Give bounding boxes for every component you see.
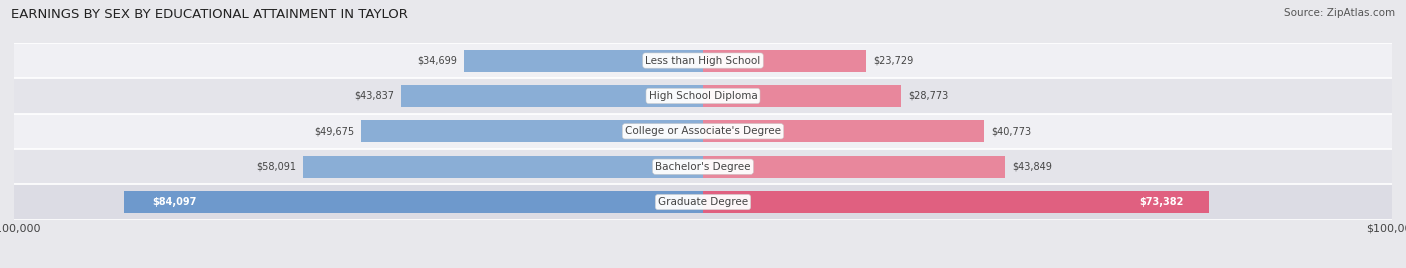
Text: $49,675: $49,675 xyxy=(314,126,354,136)
Bar xyxy=(703,85,901,107)
Text: Bachelor's Degree: Bachelor's Degree xyxy=(655,162,751,172)
Text: Source: ZipAtlas.com: Source: ZipAtlas.com xyxy=(1284,8,1395,18)
Bar xyxy=(302,156,703,178)
Text: College or Associate's Degree: College or Associate's Degree xyxy=(626,126,780,136)
Bar xyxy=(14,78,1392,114)
Bar xyxy=(14,43,1392,78)
Text: Less than High School: Less than High School xyxy=(645,55,761,66)
Text: $28,773: $28,773 xyxy=(908,91,949,101)
Bar xyxy=(464,50,703,72)
Bar xyxy=(703,120,984,142)
Bar xyxy=(14,149,1392,184)
Text: Graduate Degree: Graduate Degree xyxy=(658,197,748,207)
Bar xyxy=(703,50,866,72)
Text: $40,773: $40,773 xyxy=(991,126,1031,136)
Text: $73,382: $73,382 xyxy=(1139,197,1184,207)
Bar xyxy=(124,191,703,213)
Text: $58,091: $58,091 xyxy=(256,162,295,172)
Bar xyxy=(14,184,1392,220)
Text: $84,097: $84,097 xyxy=(153,197,197,207)
Bar xyxy=(703,191,1209,213)
Bar xyxy=(703,156,1005,178)
Text: High School Diploma: High School Diploma xyxy=(648,91,758,101)
Bar xyxy=(14,114,1392,149)
Text: EARNINGS BY SEX BY EDUCATIONAL ATTAINMENT IN TAYLOR: EARNINGS BY SEX BY EDUCATIONAL ATTAINMEN… xyxy=(11,8,408,21)
Bar xyxy=(361,120,703,142)
Text: $34,699: $34,699 xyxy=(418,55,457,66)
Text: $23,729: $23,729 xyxy=(873,55,914,66)
Text: $43,849: $43,849 xyxy=(1012,162,1052,172)
Text: $43,837: $43,837 xyxy=(354,91,394,101)
Bar xyxy=(401,85,703,107)
